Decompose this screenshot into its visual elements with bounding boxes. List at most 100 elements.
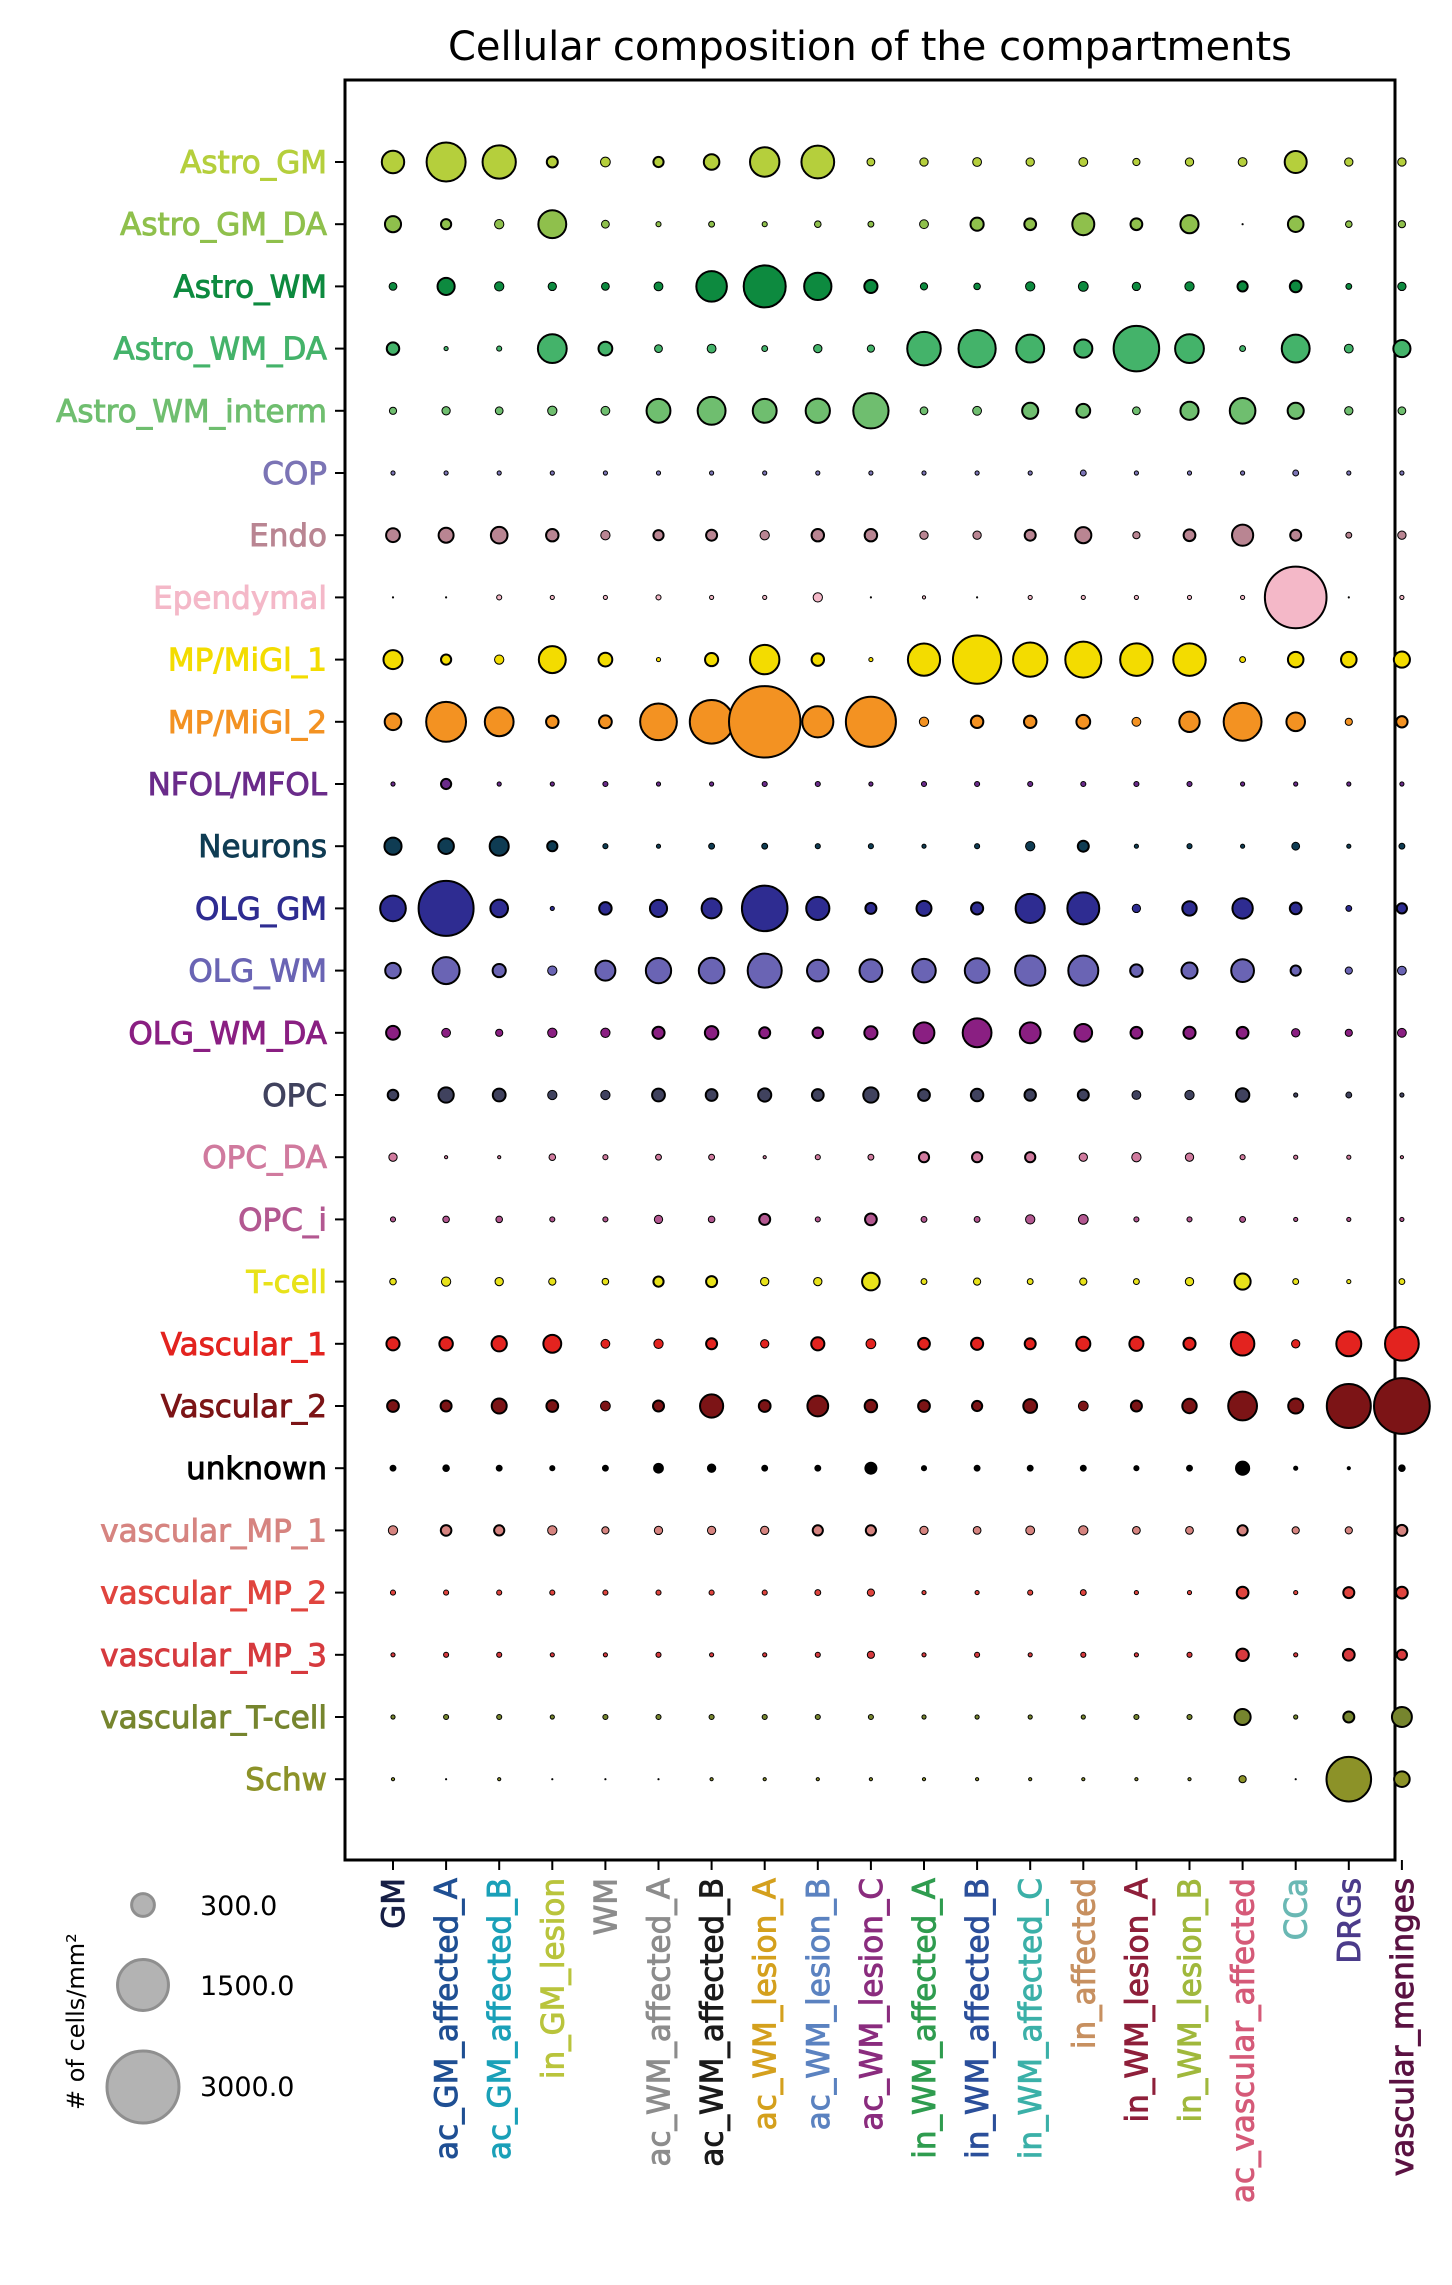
column-label-ac-wm-lesion-c: ac_WM_lesion_C	[854, 1878, 890, 2131]
bubble-vascular-2-in-affected	[1077, 1400, 1089, 1412]
bubble-ependymal-gm	[391, 596, 395, 599]
bubble-astro-gm-ac-wm-lesion-a	[749, 146, 781, 178]
bubble-vascular-mp-2-ac-vascular-affected	[1235, 1585, 1250, 1600]
bubble-olg-gm-ac-wm-lesion-c	[864, 901, 878, 915]
bubble-neurons-drgs	[1346, 843, 1352, 849]
bubble-astro-wm-ac-wm-lesion-c	[863, 278, 879, 294]
bubble-opc-da-ac-gm-affected-b	[497, 1155, 502, 1160]
bubble-vascular-2-wm	[600, 1400, 611, 1412]
bubble-opc-i-ac-wm-lesion-a	[758, 1212, 772, 1226]
bubble-ependymal-in-affected	[1080, 594, 1086, 600]
bubble-opc-da-in-wm-lesion-a	[1131, 1152, 1142, 1163]
bubble-opc-i-ac-gm-affected-a	[442, 1215, 450, 1224]
bubble-vascular-1-in-wm-affected-c	[1023, 1337, 1037, 1351]
bubble-mp-migl-1-ac-gm-affected-a	[440, 653, 453, 666]
bubble-olg-wm-in-wm-lesion-b	[1180, 961, 1199, 980]
bubble-vascular-2-ac-wm-affected-a	[652, 1399, 665, 1413]
bubble-astro-wm-da-wm	[597, 340, 614, 357]
bubble-mp-migl-2-ac-wm-affected-a	[639, 702, 678, 742]
bubble-astro-gm-ac-vascular-affected	[1237, 157, 1248, 167]
bubble-vascular-mp-2-wm	[602, 1589, 609, 1596]
bubble-schw-wm	[604, 1778, 607, 1781]
bubble-astro-wm-in-wm-affected-c	[1025, 281, 1036, 292]
bubble-olg-gm-ac-wm-affected-b	[700, 897, 723, 920]
bubble-vascular-mp-3-ac-wm-lesion-c	[866, 1650, 876, 1659]
bubble-olg-wm-da-wm	[600, 1027, 611, 1038]
bubble-astro-wm-cca	[1288, 279, 1303, 294]
bubble-olg-gm-ac-vascular-affected	[1231, 897, 1254, 920]
bubble-vascular-mp-3-in-wm-affected-c	[1027, 1652, 1033, 1658]
bubble-vascular-mp-3-drgs	[1341, 1647, 1356, 1662]
bubble-astro-wm-ac-wm-lesion-b	[803, 271, 833, 302]
bubble-olg-wm-ac-wm-lesion-b	[806, 958, 830, 983]
bubble-t-cell-ac-wm-lesion-a	[760, 1276, 770, 1287]
bubble-astro-wm-in-gm-lesion	[547, 281, 557, 292]
row-label-neurons: Neurons	[198, 829, 327, 865]
bubble-cop-in-wm-lesion-a	[1133, 470, 1139, 476]
bubble-opc-da-ac-wm-lesion-c	[867, 1153, 875, 1161]
bubble-cop-gm	[390, 470, 396, 476]
bubble-astro-wm-interm-wm	[600, 405, 611, 416]
bubble-mp-migl-1-ac-wm-lesion-c	[868, 657, 874, 663]
bubble-astro-wm-da-ac-wm-affected-a	[654, 344, 663, 353]
bubble-astro-wm-in-affected	[1077, 281, 1089, 292]
bubble-vascular-mp-2-in-gm-lesion	[549, 1589, 556, 1596]
bubble-astro-wm-da-ac-gm-affected-a	[443, 346, 449, 352]
bubble-olg-wm-ac-wm-affected-b	[697, 956, 726, 985]
bubble-cop-drgs	[1346, 470, 1352, 476]
bubble-opc-i-ac-gm-affected-b	[495, 1215, 503, 1224]
bubble-olg-wm-da-ac-wm-lesion-c	[863, 1025, 879, 1041]
bubble-astro-gm-da-ac-wm-lesion-c	[867, 220, 875, 228]
bubble-vascular-1-wm	[600, 1338, 611, 1349]
bubble-opc-wm	[600, 1089, 611, 1101]
bubble-astro-wm-ac-gm-affected-a	[436, 276, 456, 296]
bubble-vascular-1-ac-wm-affected-a	[653, 1338, 664, 1349]
bubble-nfol-mfol-ac-gm-affected-a	[440, 777, 453, 791]
bubble-vascular-t-cell-in-wm-affected-a	[921, 1714, 927, 1720]
bubble-mp-migl-1-vascular-meninges	[1392, 650, 1411, 669]
bubble-cop-ac-wm-lesion-c	[868, 470, 874, 476]
bubble-astro-gm-in-wm-affected-a	[919, 157, 929, 167]
bubble-vascular-mp-1-vascular-meninges	[1395, 1523, 1409, 1537]
bubble-olg-gm-in-wm-lesion-a	[1131, 903, 1142, 914]
legend-bubble	[130, 1892, 156, 1918]
bubble-neurons-ac-wm-lesion-a	[761, 842, 769, 850]
bubble-schw-in-wm-lesion-a	[1134, 1777, 1139, 1782]
bubble-mp-migl-2-wm	[597, 714, 613, 730]
bubble-opc-i-in-wm-affected-a	[920, 1215, 928, 1223]
bubble-t-cell-in-wm-lesion-b	[1184, 1276, 1195, 1287]
bubble-ependymal-in-gm-lesion	[549, 594, 555, 600]
bubble-astro-wm-interm-cca	[1286, 401, 1305, 420]
bubble-vascular-1-ac-vascular-affected	[1229, 1331, 1256, 1357]
bubble-endo-vascular-meninges	[1397, 530, 1407, 540]
bubble-t-cell-in-wm-affected-a	[920, 1278, 928, 1286]
bubble-ependymal-in-wm-affected-c	[1027, 594, 1033, 600]
bubble-vascular-t-cell-gm	[390, 1714, 396, 1720]
bubble-astro-gm-ac-wm-affected-a	[652, 155, 665, 169]
bubble-astro-gm-da-ac-wm-lesion-b	[814, 220, 822, 228]
bubble-mp-migl-1-drgs	[1340, 650, 1358, 669]
bubble-vascular-2-ac-wm-affected-b	[699, 1393, 725, 1419]
bubble-olg-wm-da-in-gm-lesion	[547, 1027, 558, 1038]
bubble-schw-ac-wm-lesion-c	[868, 1777, 874, 1782]
bubble-olg-wm-da-drgs	[1344, 1028, 1353, 1037]
bubble-mp-migl-1-in-gm-lesion	[537, 645, 567, 675]
bubble-olg-wm-da-ac-vascular-affected	[1235, 1025, 1250, 1040]
row-label-olg-wm-da: OLG_WM_DA	[128, 1016, 327, 1052]
bubble-unknown-in-wm-affected-a	[920, 1465, 928, 1472]
bubble-vascular-mp-1-gm	[387, 1525, 399, 1536]
bubble-endo-cca	[1289, 528, 1303, 542]
bubble-neurons-ac-gm-affected-b	[488, 835, 510, 857]
bubble-astro-gm-ac-wm-affected-b	[702, 153, 721, 171]
bubble-neurons-ac-wm-lesion-c	[867, 843, 874, 850]
bubble-unknown-gm	[389, 1464, 397, 1472]
bubble-unknown-ac-wm-lesion-b	[814, 1464, 822, 1472]
bubble-opc-da-drgs	[1346, 1154, 1352, 1160]
bubble-astro-gm-ac-wm-lesion-c	[866, 157, 876, 167]
bubble-mp-migl-1-in-wm-affected-c	[1012, 641, 1049, 678]
bubble-astro-gm-in-gm-lesion	[545, 155, 559, 169]
bubble-olg-gm-gm	[379, 894, 407, 923]
bubble-astro-wm-interm-ac-wm-affected-b	[696, 395, 727, 426]
bubble-ependymal-cca	[1263, 565, 1328, 630]
bubble-vascular-2-in-wm-lesion-b	[1181, 1397, 1198, 1415]
